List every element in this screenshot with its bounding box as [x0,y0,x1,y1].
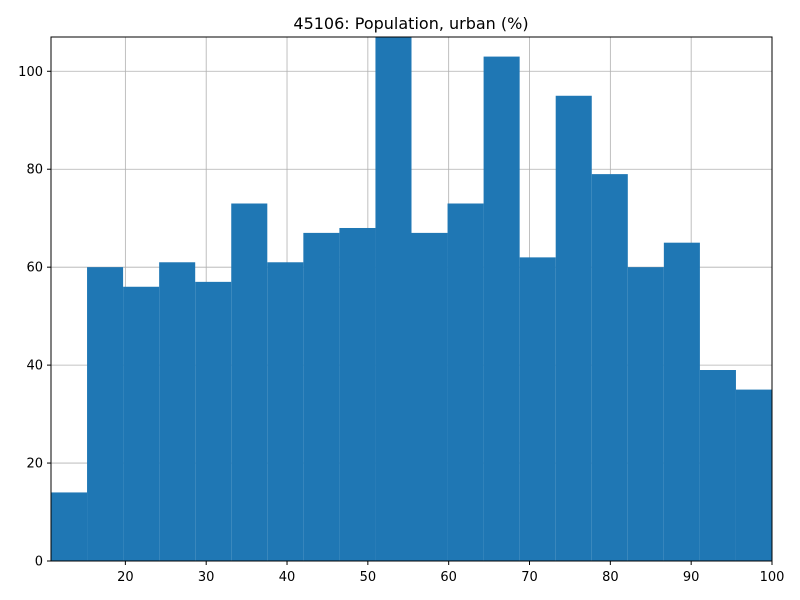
x-tick-label: 70 [521,570,538,585]
y-tick-label: 100 [18,65,43,80]
histogram-bar [51,492,88,561]
histogram-bar [663,242,700,561]
histogram-bar [735,389,772,561]
y-tick-label: 20 [26,457,43,472]
histogram-bar [159,262,196,561]
y-tick-label: 0 [35,555,43,570]
x-tick-label: 90 [683,570,700,585]
x-tick-label: 80 [602,570,619,585]
histogram-bar [591,174,628,561]
x-tick-label: 100 [760,570,785,585]
axes-frame [50,36,773,562]
y-axis-ticks: 0 20 40 60 80 100 [18,65,51,570]
histogram-bar [699,370,736,561]
chart-title: 45106: Population, urban (%) [293,14,528,33]
y-tick-label: 60 [26,261,43,276]
histogram-bar [627,267,664,561]
x-axis-ticks: 20 30 40 50 60 70 80 90 100 [117,561,784,585]
histogram-bar [555,95,592,561]
x-tick-label: 30 [198,570,215,585]
y-tick-label: 40 [26,359,43,374]
histogram-bar [519,257,556,561]
histogram-bar [123,286,160,561]
histogram-bars [51,37,772,562]
histogram-bar [267,262,304,561]
x-tick-label: 60 [440,570,457,585]
histogram-bar [483,56,520,562]
histogram-bar [339,227,376,561]
histogram-bar [87,267,124,561]
x-tick-label: 40 [279,570,296,585]
axes [50,36,773,562]
histogram-bar [447,203,484,561]
histogram-bar [231,203,268,561]
y-tick-label: 80 [26,163,43,178]
x-tick-label: 20 [117,570,134,585]
histogram-bar [303,232,340,561]
histogram-bar [375,37,412,561]
histogram-bar [195,281,232,561]
x-tick-label: 50 [360,570,377,585]
histogram-bar [411,232,448,561]
